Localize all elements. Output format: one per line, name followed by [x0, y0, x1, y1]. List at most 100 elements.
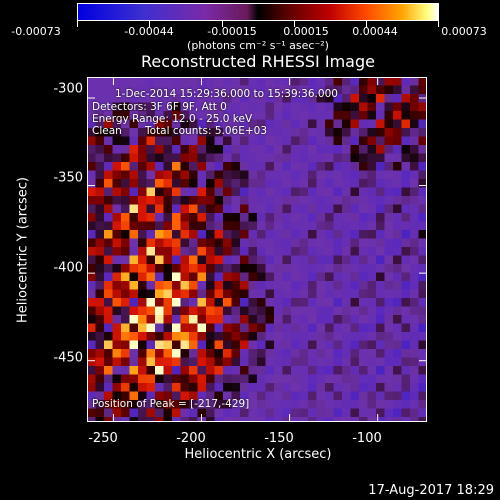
heatmap-cell: [291, 221, 300, 231]
heatmap-cell: [87, 366, 96, 375]
heatmap-cell: [206, 170, 215, 180]
heatmap-cell: [342, 272, 351, 282]
heatmap-cell: [155, 357, 164, 367]
axis-ticks: [87, 77, 427, 422]
heatmap-cell: [95, 366, 105, 375]
heatmap-cell: [282, 383, 292, 392]
heatmap-cell: [291, 213, 300, 222]
heatmap-cell: [172, 349, 181, 358]
heatmap-cell: [308, 391, 317, 401]
heatmap-cell: [410, 204, 419, 214]
heatmap-cell: [112, 323, 122, 333]
heatmap-cell: [350, 196, 360, 205]
heatmap-cell: [257, 162, 266, 171]
heatmap-cell: [410, 230, 419, 239]
heatmap-cell: [299, 357, 309, 367]
heatmap-cell: [163, 136, 173, 146]
heatmap-cell: [223, 264, 232, 273]
heatmap-cell: [172, 145, 181, 154]
heatmap-cell: [350, 298, 360, 307]
heatmap-cell: [265, 374, 275, 384]
heatmap-cell: [265, 417, 275, 422]
heatmap-cell: [146, 221, 156, 231]
heatmap-cell: [376, 145, 385, 154]
heatmap-cell: [299, 170, 309, 180]
heatmap-cell: [393, 162, 402, 171]
heatmap-cell: [265, 247, 275, 256]
heatmap-cell: [333, 128, 343, 137]
heatmap-cell: [333, 349, 343, 358]
heatmap-cell: [418, 136, 427, 146]
heatmap-cell: [155, 417, 164, 422]
heatmap-cell: [350, 170, 360, 180]
heatmap-cell: [367, 170, 377, 180]
heatmap-cell: [325, 145, 334, 154]
heatmap-cell: [376, 85, 385, 95]
heatmap-cell: [146, 170, 156, 180]
heatmap-cell: [197, 111, 207, 120]
heatmap-cell: [265, 221, 275, 231]
heatmap-cell: [146, 230, 156, 239]
heatmap-cell: [367, 77, 377, 86]
heatmap-cells: [87, 77, 427, 422]
heatmap-cell: [316, 400, 326, 409]
heatmap-cell: [231, 340, 241, 350]
heatmap-cell: [146, 238, 156, 248]
heatmap-cell: [299, 196, 309, 205]
heatmap-cell: [401, 272, 411, 282]
heatmap-cell: [172, 289, 181, 299]
heatmap-cell: [384, 128, 394, 137]
heatmap-cell: [308, 145, 317, 154]
heatmap-cell: [138, 281, 147, 290]
heatmap-cell: [240, 289, 249, 299]
x-tick-label: -250: [88, 431, 118, 446]
heatmap-cell: [291, 366, 300, 375]
heatmap-cell: [342, 230, 351, 239]
heatmap-cell: [350, 417, 360, 422]
heatmap-cell: [342, 383, 351, 392]
heatmap-cell: [316, 77, 326, 86]
heatmap-cell: [401, 230, 411, 239]
heatmap-cell: [274, 145, 283, 154]
heatmap-cell: [240, 187, 249, 197]
heatmap-cell: [223, 170, 232, 180]
heatmap-cell: [367, 111, 377, 120]
heatmap-cell: [393, 170, 402, 180]
heatmap-cell: [95, 247, 105, 256]
heatmap-cell: [248, 357, 258, 367]
heatmap-cell: [121, 264, 130, 273]
heatmap-cell: [138, 391, 147, 401]
heatmap-cell: [129, 230, 139, 239]
heatmap-cell: [240, 272, 249, 282]
heatmap-cell: [163, 85, 173, 95]
heatmap-cell: [410, 298, 419, 307]
heatmap-cell: [333, 187, 343, 197]
heatmap-cell: [163, 119, 173, 129]
heatmap-cell: [129, 102, 139, 112]
heatmap-cell: [350, 136, 360, 146]
heatmap-cell: [95, 417, 105, 422]
heatmap-cell: [401, 94, 411, 103]
heatmap-cell: [350, 374, 360, 384]
heatmap-cell: [104, 170, 113, 180]
x-axis-label: Heliocentric X (arcsec): [184, 447, 332, 462]
heatmap-cell: [172, 128, 181, 137]
heatmap-cell: [146, 306, 156, 316]
heatmap-cell: [163, 196, 173, 205]
heatmap-cell: [240, 298, 249, 307]
heatmap-cell: [384, 230, 394, 239]
heatmap-cell: [112, 340, 122, 350]
heatmap-cell: [257, 204, 266, 214]
heatmap-cell: [274, 77, 283, 86]
heatmap-cell: [342, 153, 351, 163]
heatmap-cell: [231, 349, 241, 358]
heatmap-cell: [155, 179, 164, 188]
heatmap-cell: [214, 136, 224, 146]
heatmap-cell: [155, 383, 164, 392]
heatmap-cell: [223, 145, 232, 154]
heatmap-cell: [359, 77, 368, 86]
heatmap-cell: [121, 383, 130, 392]
heatmap-cell: [121, 272, 130, 282]
heatmap-cell: [350, 383, 360, 392]
heatmap-cell: [189, 196, 198, 205]
